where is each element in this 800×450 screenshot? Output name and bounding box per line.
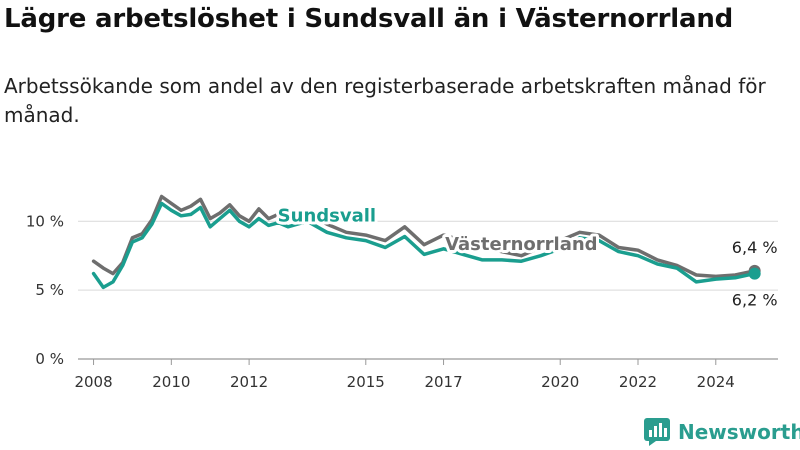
y-tick-label: 0 %: [35, 350, 64, 368]
x-tick-label: 2022: [619, 373, 657, 391]
series-label-halo: Sundsvall: [278, 205, 376, 226]
page-subtitle: Arbetssökande som andel av den registerb…: [4, 74, 766, 127]
series-line-västernorrland: [91, 194, 757, 279]
x-tick-label: 2010: [152, 373, 190, 391]
series-lines: [91, 194, 761, 290]
x-tick-label: 2012: [230, 373, 268, 391]
x-tick-label: 2024: [697, 373, 735, 391]
series-line-sundsvall: [91, 201, 757, 290]
newsworthy-logo-icon: [644, 418, 670, 446]
y-axis-ticks: 0 % 5 % 10 %: [26, 212, 64, 368]
series-label-västernorrland: Västernorrland: [445, 234, 597, 255]
x-tick-label: 2017: [424, 373, 462, 391]
grid-lines: [78, 220, 778, 360]
newsworthy-logo: Newsworthy: [644, 418, 800, 446]
page-title: Lägre arbetslöshet i Sundsvall än i Väst…: [4, 4, 734, 34]
series-label-halo: Västernorrland: [445, 234, 597, 255]
x-axis-ticks: 2008 2010 2012 2015 2017 2020 2022 2024: [74, 359, 735, 391]
end-label-vasternorrland: 6,4 %: [732, 238, 778, 257]
series-labels: SundsvallSundsvallVästernorrlandVästerno…: [275, 202, 778, 310]
newsworthy-logo-text: Newsworthy: [678, 420, 800, 444]
end-point-sundsvall: [748, 267, 761, 280]
end-label-sundsvall: 6,2 %: [732, 291, 778, 310]
x-tick-label: 2008: [74, 373, 112, 391]
y-tick-label: 5 %: [35, 281, 64, 299]
x-tick-label: 2020: [541, 373, 579, 391]
series-label-sundsvall: Sundsvall: [278, 205, 376, 226]
y-tick-label: 10 %: [26, 212, 64, 230]
x-tick-label: 2015: [347, 373, 385, 391]
